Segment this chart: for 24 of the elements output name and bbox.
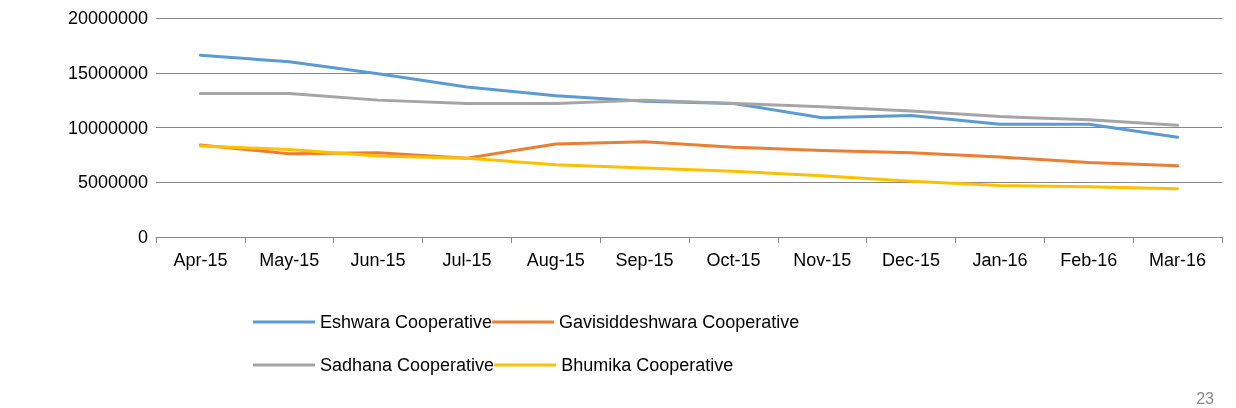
legend-label: Bhumika Cooperative [561,355,734,375]
x-tick-label: Apr-15 [173,250,228,270]
y-tick-label: 0 [137,227,148,247]
line-series [198,144,1180,191]
legend-label: Gavisiddeshwara Cooperative [559,312,800,332]
y-tick-label: 10000000 [67,117,148,138]
x-tick-label: Jan-16 [972,250,1028,270]
x-tick-label: Jun-15 [350,250,406,270]
text: 23 [1196,389,1215,407]
x-tick-label: May-15 [259,250,320,270]
legend-label: Eshwara Cooperative [320,312,493,332]
x-tick-label: Nov-15 [793,250,852,270]
x-tick-label: Dec-15 [882,250,941,270]
line-series [198,92,1180,127]
x-tick-label: Jul-15 [442,250,492,270]
x-tick-label: Mar-16 [1149,250,1207,270]
x-tick-label: Oct-15 [706,250,761,270]
y-tick-label: 15000000 [67,62,148,83]
y-tick-label: 20000000 [67,8,148,28]
x-tick-label: Sep-15 [615,250,674,270]
x-tick-label: Aug-15 [526,250,585,270]
y-tick-label: 5000000 [77,172,148,193]
x-tick-label: Feb-16 [1060,250,1118,270]
legend-label: Sadhana Cooperative [320,355,495,375]
